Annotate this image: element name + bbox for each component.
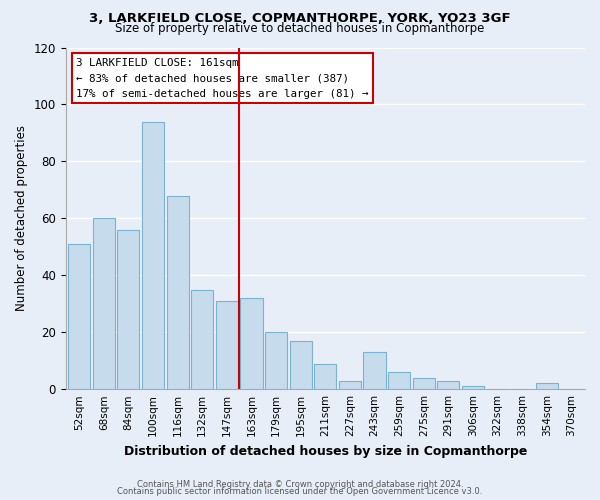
Bar [265,332,287,389]
Bar [339,380,361,389]
Bar [388,372,410,389]
Bar [93,218,115,389]
Bar [314,364,337,389]
Text: 3 LARKFIELD CLOSE: 161sqm
← 83% of detached houses are smaller (387)
17% of semi: 3 LARKFIELD CLOSE: 161sqm ← 83% of detac… [76,58,368,99]
X-axis label: Distribution of detached houses by size in Copmanthorpe: Distribution of detached houses by size … [124,444,527,458]
Text: Contains public sector information licensed under the Open Government Licence v3: Contains public sector information licen… [118,487,482,496]
Bar [142,122,164,389]
Bar [216,301,238,389]
Bar [118,230,139,389]
Bar [437,380,460,389]
Bar [462,386,484,389]
Bar [68,244,90,389]
Text: 3, LARKFIELD CLOSE, COPMANTHORPE, YORK, YO23 3GF: 3, LARKFIELD CLOSE, COPMANTHORPE, YORK, … [89,12,511,26]
Text: Size of property relative to detached houses in Copmanthorpe: Size of property relative to detached ho… [115,22,485,35]
Text: Contains HM Land Registry data © Crown copyright and database right 2024.: Contains HM Land Registry data © Crown c… [137,480,463,489]
Bar [191,290,214,389]
Bar [167,196,189,389]
Bar [364,352,386,389]
Bar [290,341,312,389]
Y-axis label: Number of detached properties: Number of detached properties [15,126,28,312]
Bar [413,378,435,389]
Bar [241,298,263,389]
Bar [536,384,558,389]
